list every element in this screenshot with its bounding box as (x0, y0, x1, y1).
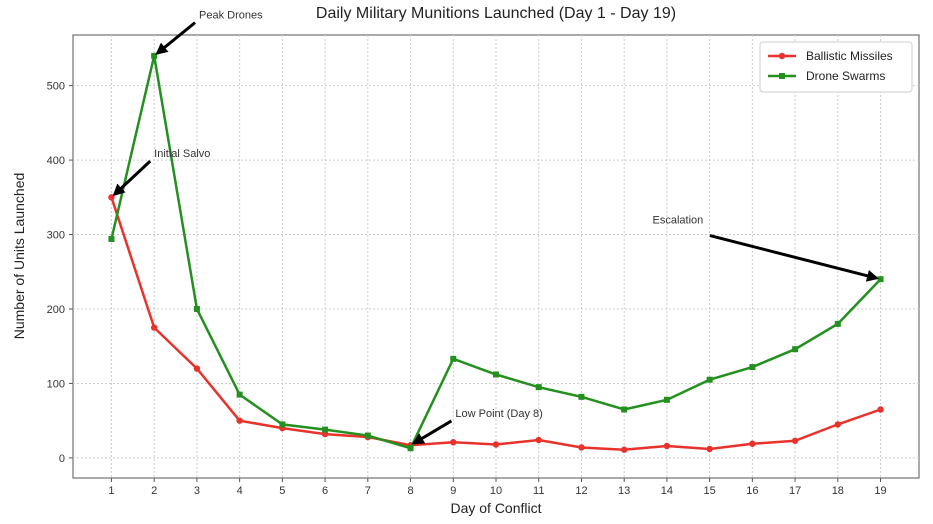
data-point (792, 346, 799, 353)
legend: Ballistic Missiles Drone Swarms (759, 41, 913, 93)
x-tick-label: 7 (365, 485, 371, 497)
data-point (877, 276, 884, 283)
y-axis-label: Number of Units Launched (11, 173, 27, 340)
data-point (535, 384, 542, 391)
data-point (621, 406, 628, 413)
grid (73, 35, 919, 478)
data-point (108, 194, 115, 201)
data-point (834, 421, 842, 428)
legend-marker (779, 73, 785, 79)
data-point (236, 417, 243, 424)
data-point (663, 442, 671, 450)
y-tick-label: 400 (47, 155, 65, 167)
data-point (236, 391, 243, 398)
x-tick-label: 6 (322, 485, 328, 497)
data-point (193, 365, 201, 372)
x-tick-label: 19 (874, 485, 886, 497)
legend-label: Drone Swarms (806, 69, 885, 83)
data-point (706, 376, 713, 383)
x-tick-label: 2 (151, 485, 157, 497)
x-tick-label: 18 (832, 485, 844, 497)
annotation-label: Low Point (Day 8) (455, 408, 542, 420)
data-point (749, 364, 756, 371)
data-point (492, 441, 500, 448)
data-point (578, 393, 585, 400)
legend-box (759, 41, 913, 93)
data-point (535, 436, 542, 444)
legend-marker (778, 52, 786, 60)
data-point (578, 444, 585, 451)
annotation-label: Peak Drones (199, 10, 263, 22)
data-point (706, 445, 713, 453)
data-point (620, 446, 628, 453)
annotation-arrow (411, 419, 453, 445)
x-tick-label: 8 (407, 485, 413, 497)
data-point (151, 52, 158, 59)
data-point (364, 432, 371, 439)
data-point (663, 396, 670, 403)
x-tick-label: 4 (237, 485, 243, 497)
data-point (279, 421, 286, 428)
data-point (407, 445, 414, 452)
x-tick-label: 17 (789, 485, 801, 497)
data-point (493, 371, 499, 378)
data-point (834, 320, 841, 327)
x-tick-label: 15 (704, 485, 716, 497)
x-tick-label: 3 (194, 485, 200, 497)
data-point (791, 437, 799, 444)
x-tick-label: 12 (575, 485, 587, 497)
data-point (322, 426, 329, 433)
y-tick-label: 100 (47, 378, 65, 390)
x-tick-label: 10 (490, 485, 502, 497)
y-tick-label: 200 (47, 304, 65, 316)
x-tick-label: 5 (279, 485, 285, 497)
y-tick-label: 0 (59, 453, 65, 465)
data-point (150, 324, 158, 331)
x-tick-label: 11 (533, 485, 544, 497)
x-tick-label: 14 (661, 485, 673, 497)
data-point (450, 355, 457, 362)
annotation-arrow (112, 160, 152, 197)
series-group (108, 52, 884, 453)
x-tick-label: 16 (746, 485, 758, 497)
data-point (877, 406, 884, 413)
data-point (450, 439, 457, 446)
chart-title: Daily Military Munitions Launched (Day 1… (316, 5, 676, 22)
data-point (193, 305, 200, 312)
data-point (108, 236, 115, 243)
data-point (749, 440, 756, 447)
x-axis-ticks: 1 2 3 4 5 6 7 8 9 10 11 12 13 14 15 16 17 18 19 (108, 478, 887, 497)
x-tick-label: 9 (450, 485, 456, 497)
x-tick-label: 1 (108, 485, 114, 497)
y-axis-ticks: 0 100 200 300 400 500 (47, 81, 73, 465)
x-axis-label: Day of Conflict (450, 500, 541, 516)
legend-label: Ballistic Missiles (806, 49, 893, 63)
annotation-arrow (155, 21, 196, 55)
y-tick-label: 500 (47, 81, 65, 93)
annotation-label: Escalation (653, 215, 704, 227)
annotation-arrow (709, 234, 879, 282)
y-tick-label: 300 (47, 230, 65, 242)
annotations: Peak Drones Initial Salvo Low Point (Day 8… (112, 10, 879, 445)
x-tick-label: 13 (618, 485, 630, 497)
annotation-label: Initial Salvo (154, 148, 210, 160)
